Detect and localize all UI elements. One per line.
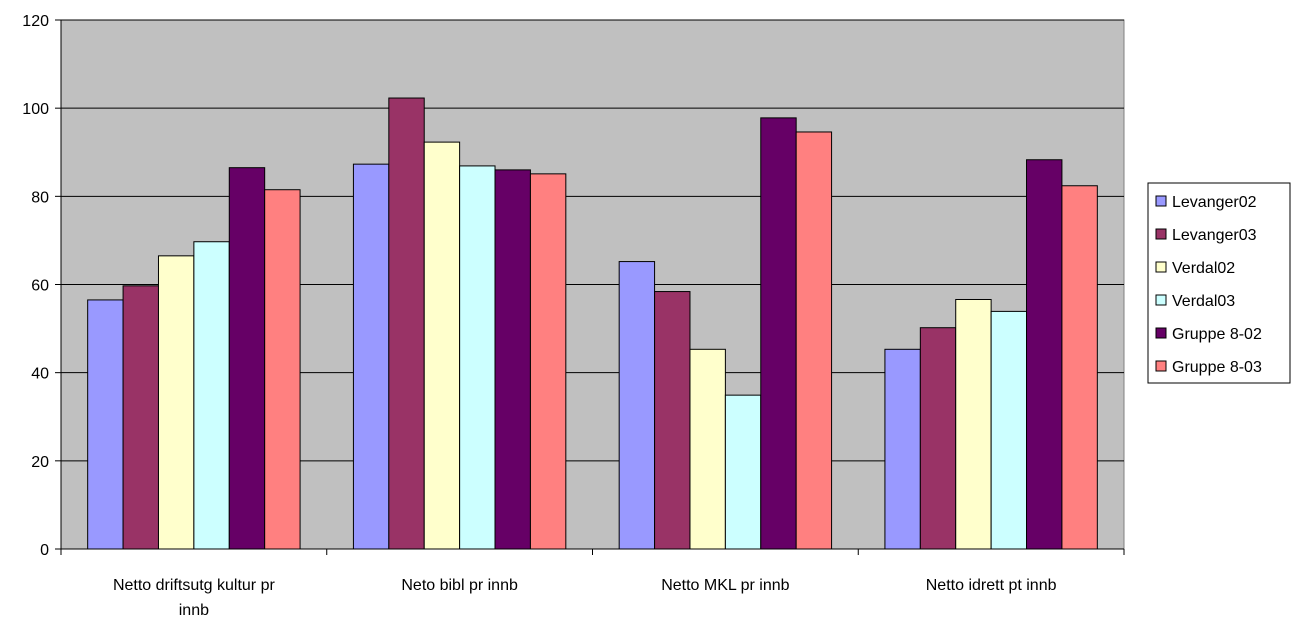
axes: 0 20 40 60 80 100 120 Netto driftsutg kultur pr… <box>22 13 1125 618</box>
bar-2-4 <box>760 117 797 550</box>
legend-swatch <box>1155 294 1167 306</box>
legend-swatch <box>1155 261 1167 273</box>
bar-1-3 <box>459 165 496 550</box>
legend-label: Verdal02 <box>1172 260 1235 277</box>
bar-1-0 <box>352 163 390 550</box>
legend-label: Gruppe 8-03 <box>1172 359 1262 376</box>
bar-2-2 <box>689 348 726 550</box>
legend-swatch <box>1155 195 1167 207</box>
bar-0-2 <box>157 255 195 550</box>
legend: Levanger02 Levanger03 Verdal02 Verdal03 Grup… <box>1147 182 1291 384</box>
legend-swatch <box>1155 360 1167 372</box>
x-category-label: Netto driftsutg kultur pr <box>113 577 276 594</box>
bar-2-1 <box>654 291 691 550</box>
y-tick-label: 20 <box>31 454 49 471</box>
legend-swatch <box>1155 327 1167 339</box>
legend-label: Levanger03 <box>1172 227 1257 244</box>
legend-label: Verdal03 <box>1172 293 1235 310</box>
bar-3-1 <box>919 327 957 550</box>
bar-0-4 <box>228 167 266 550</box>
bars <box>87 97 1098 550</box>
bar-0-3 <box>193 241 230 550</box>
y-tick-label: 80 <box>31 189 49 206</box>
x-category-label: Neto bibl pr innb <box>401 577 518 594</box>
bar-0-5 <box>264 189 301 550</box>
bar-0-1 <box>122 285 159 550</box>
bar-2-5 <box>795 131 833 550</box>
legend-label: Levanger02 <box>1172 194 1257 211</box>
bar-3-4 <box>1026 159 1063 550</box>
legend-box <box>1147 182 1291 384</box>
x-category-label: Netto MKL pr innb <box>661 577 789 594</box>
y-tick-label: 40 <box>31 366 49 383</box>
y-tick-label: 100 <box>22 101 49 118</box>
bar-3-0 <box>884 348 921 550</box>
bar-0-0 <box>87 299 124 550</box>
bar-1-5 <box>529 173 567 550</box>
x-category-label: Netto idrett pt innb <box>926 577 1057 594</box>
bar-2-0 <box>618 261 656 550</box>
bar-3-3 <box>990 310 1028 550</box>
bar-3-2 <box>955 298 992 550</box>
bar-1-1 <box>388 97 425 550</box>
legend-swatch <box>1155 228 1167 240</box>
x-category-label: innb <box>179 602 209 618</box>
y-tick-label: 120 <box>22 13 49 30</box>
y-tick-label: 60 <box>31 278 49 295</box>
bar-2-3 <box>724 394 762 550</box>
bar-1-4 <box>494 169 531 550</box>
bar-3-5 <box>1061 185 1098 550</box>
legend-label: Gruppe 8-02 <box>1172 326 1262 343</box>
y-tick-label: 0 <box>40 542 49 559</box>
bar-1-2 <box>423 141 461 550</box>
